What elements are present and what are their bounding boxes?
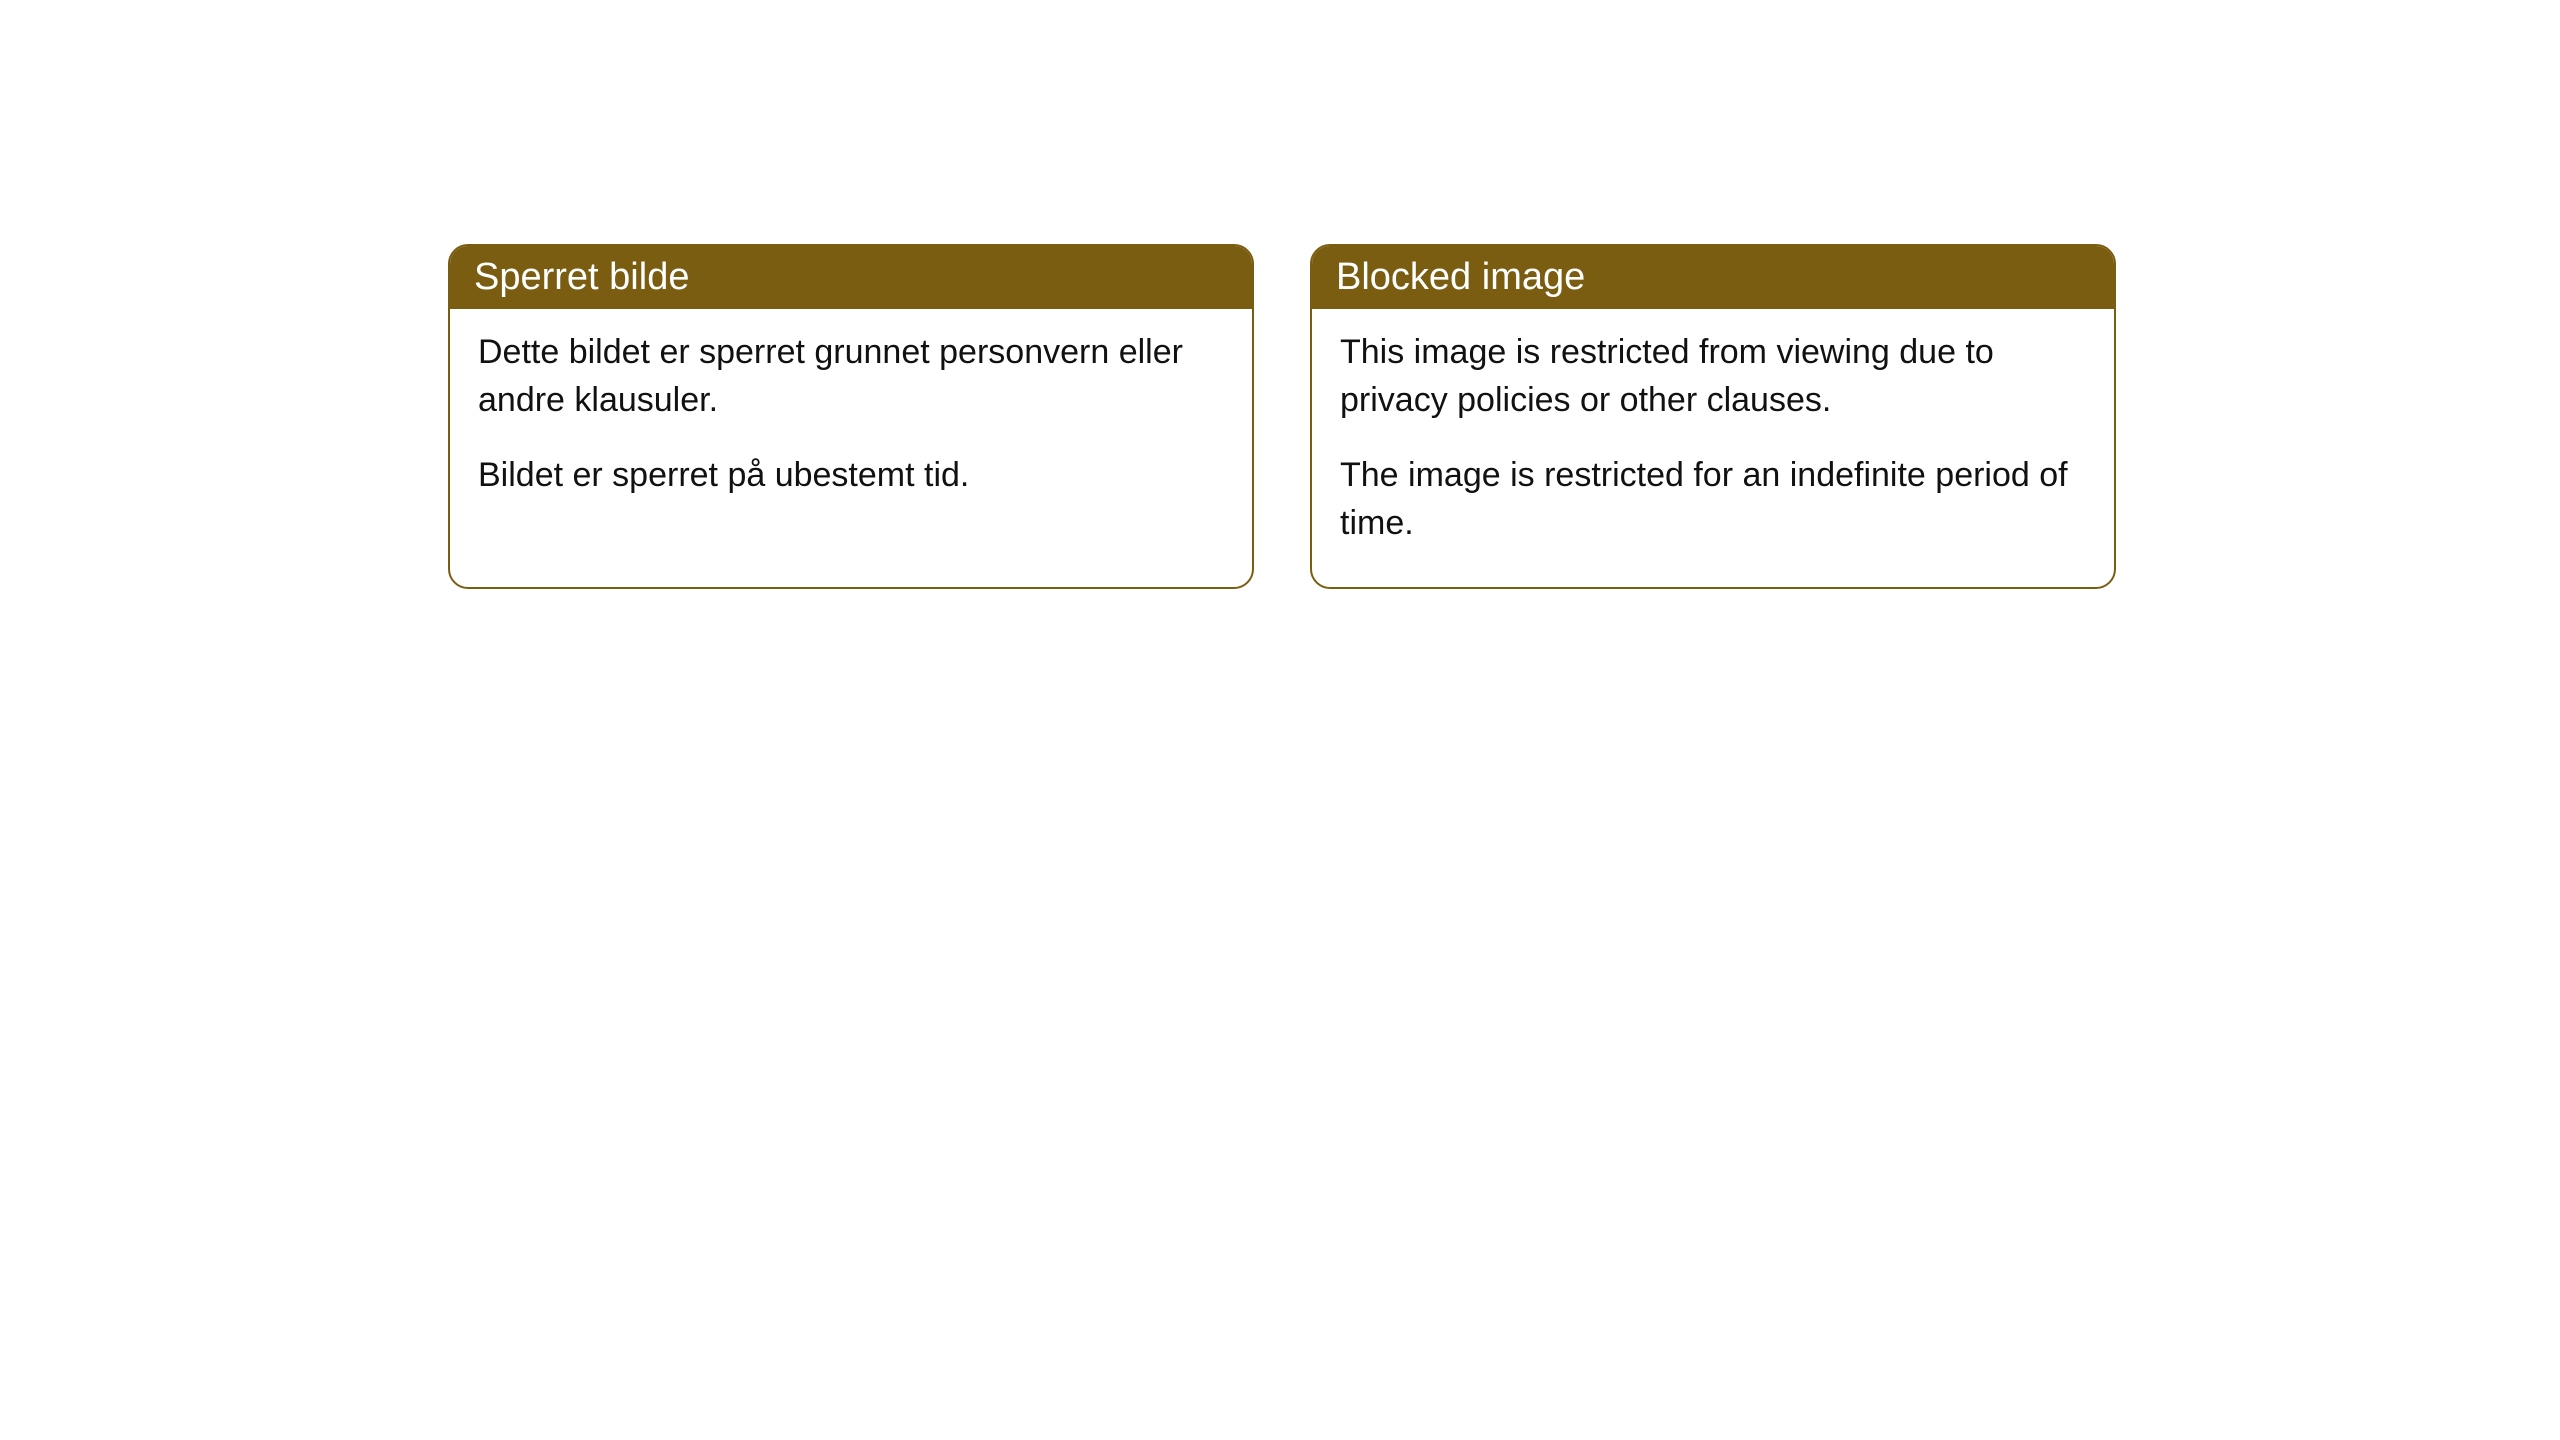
- notice-cards-container: Sperret bilde Dette bildet er sperret gr…: [448, 244, 2116, 589]
- card-paragraph-2-english: The image is restricted for an indefinit…: [1340, 452, 2086, 547]
- notice-card-norwegian: Sperret bilde Dette bildet er sperret gr…: [448, 244, 1254, 589]
- notice-card-english: Blocked image This image is restricted f…: [1310, 244, 2116, 589]
- card-header-english: Blocked image: [1312, 246, 2114, 309]
- card-paragraph-1-english: This image is restricted from viewing du…: [1340, 329, 2086, 424]
- card-paragraph-1-norwegian: Dette bildet er sperret grunnet personve…: [478, 329, 1224, 424]
- card-header-norwegian: Sperret bilde: [450, 246, 1252, 309]
- card-paragraph-2-norwegian: Bildet er sperret på ubestemt tid.: [478, 452, 1224, 500]
- card-title-norwegian: Sperret bilde: [474, 256, 689, 298]
- card-title-english: Blocked image: [1336, 256, 1585, 298]
- card-body-norwegian: Dette bildet er sperret grunnet personve…: [450, 309, 1252, 540]
- card-body-english: This image is restricted from viewing du…: [1312, 309, 2114, 587]
